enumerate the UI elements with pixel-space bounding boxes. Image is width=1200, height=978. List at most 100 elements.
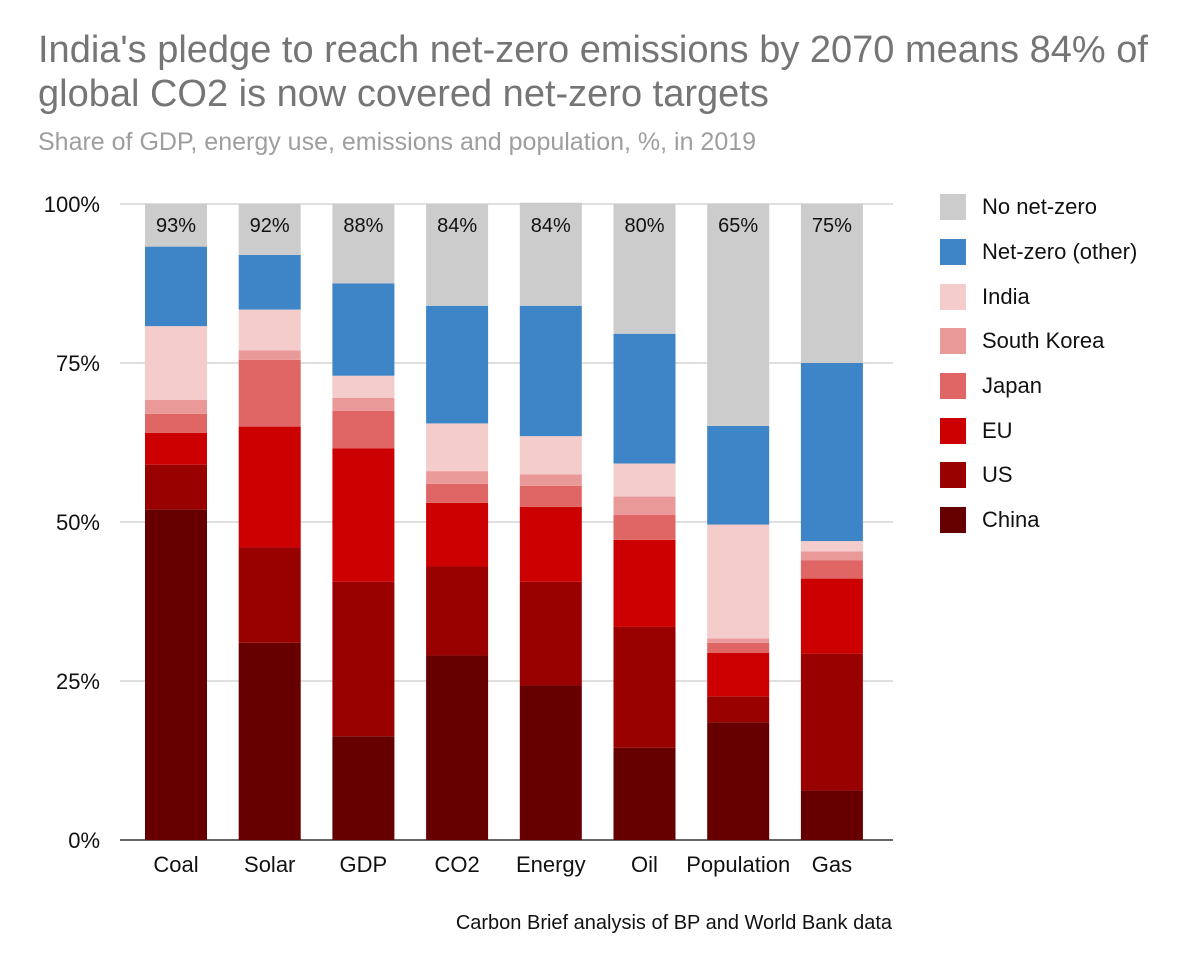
bar-segment-japan-co2 <box>426 483 489 503</box>
data-label: 65% <box>718 215 758 237</box>
bar-segment-eu-oil <box>613 539 676 627</box>
bar-segment-us-oil <box>613 626 676 748</box>
y-tick-label: 75% <box>56 351 100 376</box>
bar-segment-china-gas <box>800 790 863 840</box>
y-tick-label: 50% <box>56 510 100 535</box>
bar-segment-no-net-zero-gas <box>800 204 863 363</box>
legend-label: India <box>982 283 1030 309</box>
bar-segment-us-population <box>707 696 770 723</box>
bar-segment-net-zero-other--co2 <box>426 305 489 424</box>
legend-item: Japan <box>940 364 1190 409</box>
legend-swatch <box>940 283 966 310</box>
y-tick-label: 25% <box>56 669 100 694</box>
bar-segment-south-korea-gas <box>800 551 863 561</box>
x-tick-label: Coal <box>153 852 198 877</box>
labels: 0% 25% 50% 75% 100% 93% Coal 92% Solar 88% GDP 84% C… <box>44 192 852 877</box>
chart-title: India's pledge to reach net-zero emissio… <box>38 29 1148 115</box>
x-tick-label: GDP <box>340 852 388 877</box>
source-note: Carbon Brief analysis of BP and World Ba… <box>455 912 892 934</box>
bar-segment-china-oil <box>613 747 676 840</box>
bar-segment-india-gdp <box>332 375 395 398</box>
bar-segment-south-korea-co2 <box>426 471 489 484</box>
chart-subtitle: Share of GDP, energy use, emissions and … <box>38 128 757 156</box>
data-label: 88% <box>343 215 383 237</box>
bar-segment-us-energy <box>519 581 582 686</box>
bar-segment-net-zero-other--energy <box>519 305 582 437</box>
legend-label: EU <box>982 417 1013 443</box>
y-tick-label: 100% <box>44 192 100 217</box>
bar-segment-china-co2 <box>426 655 489 840</box>
bar-segment-china-coal <box>145 509 207 840</box>
x-tick-label: Population <box>686 852 790 877</box>
bar-segment-japan-gdp <box>332 410 395 449</box>
bar-segment-japan-solar <box>238 359 301 427</box>
bar-segment-china-solar <box>238 642 301 840</box>
bar-segment-no-net-zero-co2 <box>426 204 489 306</box>
bar-segment-net-zero-other--oil <box>613 333 676 464</box>
bar-segment-japan-gas <box>800 560 863 579</box>
legend-swatch <box>940 417 966 444</box>
data-label: 93% <box>156 215 196 237</box>
bar-segment-us-gdp <box>332 581 395 737</box>
legend-item: South Korea <box>940 319 1190 364</box>
legend-swatch <box>940 239 966 266</box>
legend-swatch <box>940 328 966 355</box>
bar-segment-net-zero-other--gas <box>800 363 863 542</box>
bar-segment-china-population <box>707 722 770 840</box>
data-label: 84% <box>437 215 477 237</box>
legend-swatch <box>940 194 966 221</box>
legend: No net-zero Net-zero (other) India South Ko… <box>940 185 1190 543</box>
x-tick-label: Solar <box>244 852 295 877</box>
bar-segment-no-net-zero-oil <box>613 204 676 334</box>
bar-segment-south-korea-coal <box>145 399 207 414</box>
x-tick-label: Oil <box>631 852 658 877</box>
legend-item: China <box>940 498 1190 543</box>
data-label: 92% <box>250 215 290 237</box>
bar-segment-eu-gdp <box>332 448 395 582</box>
bar-segment-net-zero-other--solar <box>238 254 301 310</box>
bar-segment-no-net-zero-population <box>707 203 770 426</box>
bar-segment-india-gas <box>800 541 863 552</box>
legend-item: Net-zero (other) <box>940 230 1190 275</box>
bar-segment-japan-oil <box>613 515 676 540</box>
legend-label: US <box>982 462 1013 488</box>
bar-segment-us-gas <box>800 653 863 791</box>
bar-segment-eu-energy <box>519 506 582 582</box>
bar-segment-us-coal <box>145 464 207 510</box>
bar-segment-japan-energy <box>519 485 582 507</box>
legend-item: EU <box>940 408 1190 453</box>
bar-segment-south-korea-population <box>707 638 770 643</box>
bar-segment-japan-population <box>707 642 770 654</box>
bar-segment-eu-gas <box>800 578 863 654</box>
bar-segment-eu-solar <box>238 426 301 548</box>
legend-swatch <box>940 507 966 534</box>
legend-item: US <box>940 453 1190 498</box>
bar-segment-net-zero-other--population <box>707 425 770 525</box>
bar-segment-eu-coal <box>145 432 207 465</box>
bar-segment-south-korea-solar <box>238 350 301 360</box>
gridlines <box>120 203 893 841</box>
bar-segment-india-oil <box>613 463 676 497</box>
legend-swatch <box>940 462 966 489</box>
data-label: 84% <box>531 215 571 237</box>
bar-segment-us-co2 <box>426 566 489 656</box>
bar-segment-no-net-zero-gdp <box>332 204 395 284</box>
data-label: 80% <box>624 215 664 237</box>
bar-segment-no-net-zero-solar <box>238 204 301 255</box>
bar-segment-no-net-zero-energy <box>519 202 582 306</box>
bar-segment-china-gdp <box>332 736 395 840</box>
legend-label: Japan <box>982 373 1042 399</box>
bar-segment-india-coal <box>145 326 207 400</box>
bars <box>145 202 863 840</box>
bar-segment-india-solar <box>238 309 301 351</box>
bar-segment-india-energy <box>519 436 582 475</box>
bar-segment-india-co2 <box>426 423 489 472</box>
y-tick-label: 0% <box>68 828 100 853</box>
legend-label: Net-zero (other) <box>982 239 1138 265</box>
bar-segment-south-korea-energy <box>519 474 582 486</box>
bar-segment-eu-population <box>707 653 770 697</box>
bar-segment-south-korea-gdp <box>332 397 395 411</box>
bar-segment-net-zero-other--gdp <box>332 283 395 376</box>
bar-segment-south-korea-oil <box>613 496 676 516</box>
